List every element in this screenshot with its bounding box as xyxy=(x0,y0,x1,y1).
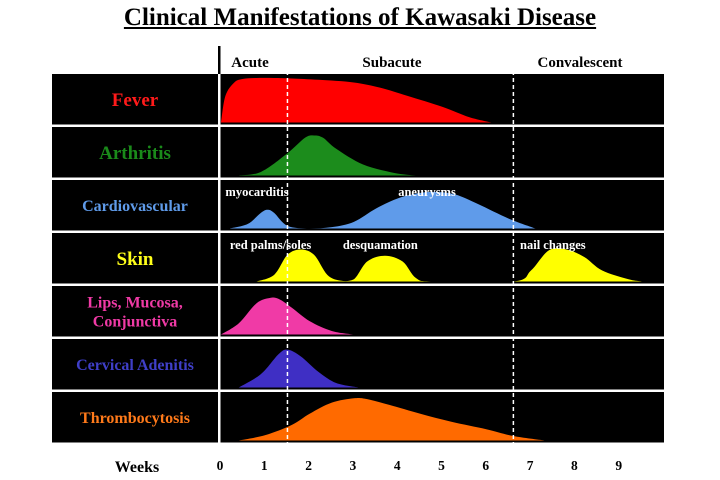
x-tick-label: 0 xyxy=(217,458,224,473)
row-label: Lips, Mucosa, xyxy=(87,294,183,311)
row-label: Cervical Adenitis xyxy=(76,357,194,374)
row-label: Fever xyxy=(112,90,159,111)
x-tick-label: 2 xyxy=(305,458,312,473)
x-tick-label: 8 xyxy=(571,458,578,473)
x-axis-label: Weeks xyxy=(115,459,159,476)
x-tick-label: 4 xyxy=(394,458,401,473)
annotation-label: nail changes xyxy=(520,238,586,252)
phase-label: Acute xyxy=(231,55,269,71)
x-tick-label: 1 xyxy=(261,458,268,473)
x-tick-label: 5 xyxy=(438,458,445,473)
series-area-arthritis xyxy=(238,135,416,176)
x-tick-label: 6 xyxy=(482,458,489,473)
series-area-skin xyxy=(256,248,642,282)
row-panel xyxy=(52,286,664,337)
row-label: Skin xyxy=(117,249,154,270)
row-label: Arthritis xyxy=(99,143,171,164)
phase-label: Subacute xyxy=(362,55,422,71)
row-panel xyxy=(52,339,664,390)
x-tick-label: 3 xyxy=(350,458,357,473)
x-tick-label: 9 xyxy=(615,458,622,473)
series-area-cervical-adenitis xyxy=(238,349,359,388)
x-tick-label: 7 xyxy=(527,458,534,473)
page-title: Clinical Manifestations of Kawasaki Dise… xyxy=(123,4,597,31)
phase-label: Convalescent xyxy=(538,55,623,71)
label-separator-inner xyxy=(218,74,221,443)
annotation-label: aneurysms xyxy=(398,185,456,199)
row-label: Cardiovascular xyxy=(82,198,188,215)
series-area-thrombocytosis xyxy=(238,397,545,441)
row-label: Thrombocytosis xyxy=(80,410,190,427)
annotation-label: red palms/soles xyxy=(230,238,312,252)
row-label: Conjunctiva xyxy=(93,313,177,330)
annotation-label: myocarditis xyxy=(225,185,288,199)
series-area-cardiovascular xyxy=(229,191,536,229)
series-area-fever xyxy=(221,77,492,123)
annotation-label: desquamation xyxy=(343,238,418,252)
